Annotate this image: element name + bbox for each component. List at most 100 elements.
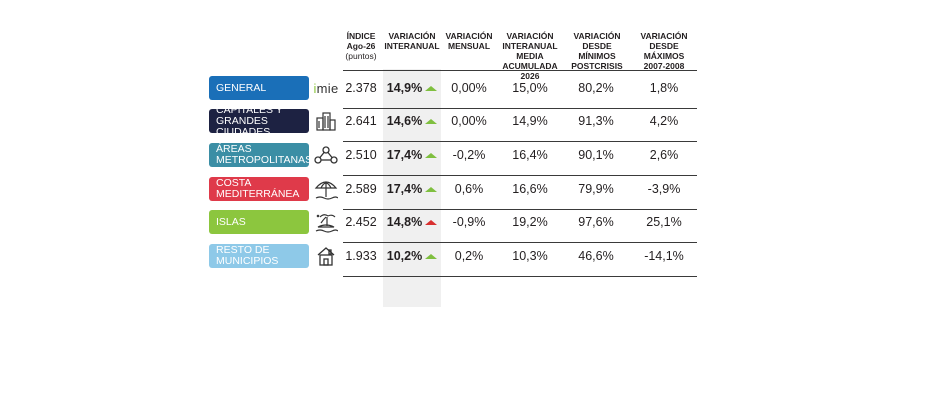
row-divider: [343, 141, 697, 142]
cell-acumulada-value: 16,6%: [512, 182, 548, 196]
network-icon: [313, 143, 339, 167]
cell-interanual: 17,4%: [383, 182, 441, 196]
cell-interanual-value: 17,4%: [386, 148, 423, 162]
trend-up-icon: [425, 153, 438, 159]
cell-acumulada: 19,2%: [497, 215, 563, 229]
row-label: ISLAS: [209, 210, 309, 234]
header-mensual: VARIACIÓN MENSUAL: [445, 31, 493, 51]
cell-acumulada-value: 14,9%: [512, 114, 548, 128]
cell-acumulada: 10,3%: [497, 249, 563, 263]
trend-down-icon: [425, 220, 438, 226]
row-divider: [343, 276, 697, 277]
cell-minimos: 46,6%: [565, 249, 627, 263]
table-row: COSTA MEDITERRÁNEA 2.589 17,4% 0,6% 16,6% 79,…: [0, 176, 943, 210]
cell-acumulada-value: 15,0%: [512, 81, 548, 95]
cell-mensual-value: 0,00%: [451, 81, 487, 95]
cell-minimos-value: 90,1%: [578, 148, 614, 162]
trend-up-icon: [425, 254, 438, 260]
header-minimos: VARIACIÓN DESDE MÍNIMOS POSTCRISIS: [571, 31, 623, 71]
row-divider: [343, 242, 697, 243]
trend-up-icon: [425, 86, 438, 92]
cell-mensual: 0,2%: [443, 249, 495, 263]
cell-indice-value: 2.589: [345, 182, 377, 196]
cell-acumulada: 16,6%: [497, 182, 563, 196]
house-icon: [313, 244, 339, 268]
table-row: ÁREAS METROPOLITANAS 2.510 17,4% -0,2% 16,4%…: [0, 142, 943, 176]
cell-interanual: 14,6%: [383, 114, 441, 128]
cell-minimos: 79,9%: [565, 182, 627, 196]
cell-minimos-value: 46,6%: [578, 249, 614, 263]
cell-interanual: 10,2%: [383, 249, 441, 263]
cell-maximos: 2,6%: [631, 148, 697, 162]
cell-maximos-value: 1,8%: [649, 81, 679, 95]
header-acumulada: VARIACIÓN INTERANUAL MEDIA ACUMULADA 202…: [502, 31, 558, 81]
cell-maximos: 25,1%: [631, 215, 697, 229]
cell-acumulada: 16,4%: [497, 148, 563, 162]
cell-indice-value: 2.378: [345, 81, 377, 95]
cell-acumulada-value: 19,2%: [512, 215, 548, 229]
cell-minimos-value: 91,3%: [578, 114, 614, 128]
cell-mensual-value: 0,00%: [451, 114, 487, 128]
trend-up-icon: [425, 187, 438, 193]
cell-mensual: -0,2%: [443, 148, 495, 162]
cell-mensual-value: 0,2%: [454, 249, 484, 263]
cell-interanual: 17,4%: [383, 148, 441, 162]
trend-up-icon: [425, 119, 438, 125]
cell-minimos: 90,1%: [565, 148, 627, 162]
cell-mensual-value: 0,6%: [454, 182, 484, 196]
cell-interanual: 14,9%: [383, 81, 441, 95]
row-divider: [343, 108, 697, 109]
row-label: GENERAL: [209, 76, 309, 100]
cell-mensual-value: -0,9%: [452, 215, 486, 229]
cell-acumulada: 15,0%: [497, 81, 563, 95]
cell-maximos-value: -14,1%: [644, 249, 684, 263]
cell-indice-value: 2.641: [345, 114, 377, 128]
cell-maximos: 4,2%: [631, 114, 697, 128]
cell-minimos: 80,2%: [565, 81, 627, 95]
cell-maximos: -3,9%: [631, 182, 697, 196]
cell-indice-value: 1.933: [345, 249, 377, 263]
cell-maximos-value: -3,9%: [647, 182, 681, 196]
cell-interanual-value: 10,2%: [386, 249, 423, 263]
row-label: ÁREAS METROPOLITANAS: [209, 143, 312, 167]
cell-maximos-value: 2,6%: [649, 148, 679, 162]
row-label: RESTO DE MUNICIPIOS: [209, 244, 309, 268]
header-maximos: VARIACIÓN DESDE MÁXIMOS 2007-2008: [640, 31, 688, 71]
cell-interanual-value: 17,4%: [386, 182, 423, 196]
cell-mensual-value: -0,2%: [452, 148, 486, 162]
header-interanual: VARIACIÓN INTERANUAL: [384, 31, 440, 51]
cell-maximos: -14,1%: [631, 249, 697, 263]
cell-mensual: -0,9%: [443, 215, 495, 229]
cell-mensual: 0,6%: [443, 182, 495, 196]
cell-mensual: 0,00%: [443, 81, 495, 95]
table-row: ISLAS 2.452 14,8% -0,9% 19,2% 97,6% 25,1%: [0, 209, 943, 243]
umbrella-icon: [313, 177, 339, 201]
cell-indice-value: 2.510: [345, 148, 377, 162]
cell-indice: 2.510: [340, 148, 382, 162]
cell-interanual-value: 14,8%: [386, 215, 423, 229]
cell-maximos-value: 25,1%: [646, 215, 682, 229]
table-row: CAPITALES Y GRANDES CIUDADES 2.641 14,6% 0,…: [0, 104, 943, 142]
cell-interanual-value: 14,9%: [386, 81, 423, 95]
cell-mensual: 0,00%: [443, 114, 495, 128]
cell-interanual: 14,8%: [383, 215, 441, 229]
cell-maximos: 1,8%: [631, 81, 697, 95]
cell-minimos: 97,6%: [565, 215, 627, 229]
cell-indice-value: 2.452: [345, 215, 377, 229]
row-divider: [343, 175, 697, 176]
cell-minimos-value: 80,2%: [578, 81, 614, 95]
row-divider: [343, 209, 697, 210]
table-row: GENERAL imie 2.378 14,9% 0,00% 15,0% 80,2% 1,8%: [0, 75, 943, 109]
cell-minimos-value: 79,9%: [578, 182, 614, 196]
imie-logo: imie: [313, 80, 339, 96]
cell-indice: 1.933: [340, 249, 382, 263]
cell-maximos-value: 4,2%: [649, 114, 679, 128]
row-label: COSTA MEDITERRÁNEA: [209, 177, 309, 201]
table-row: RESTO DE MUNICIPIOS 1.933 10,2% 0,2% 10,3% 46…: [0, 243, 943, 277]
cell-acumulada-value: 10,3%: [512, 249, 548, 263]
cell-minimos-value: 97,6%: [578, 215, 614, 229]
cell-indice: 2.452: [340, 215, 382, 229]
cell-indice: 2.589: [340, 182, 382, 196]
cell-indice: 2.641: [340, 114, 382, 128]
